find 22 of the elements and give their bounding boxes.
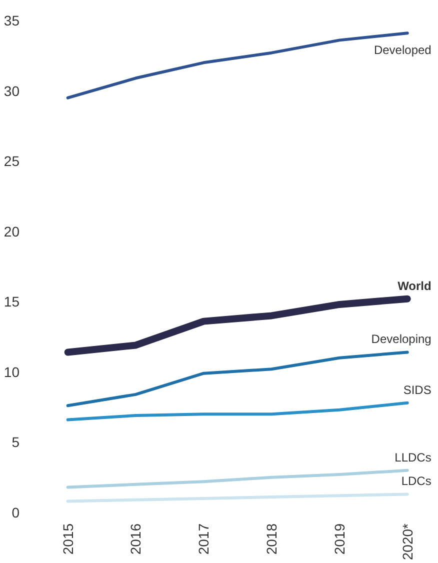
series-label: World	[398, 278, 432, 293]
series-label: Developing	[371, 332, 432, 346]
x-tick-label: 2017	[196, 523, 212, 555]
series-label: Developed	[374, 43, 432, 58]
y-tick-label: 35	[4, 12, 20, 28]
line-series	[66, 492, 409, 503]
y-tick-label: 15	[4, 294, 20, 310]
x-tick-label: 2019	[331, 523, 348, 555]
line-series	[66, 401, 409, 422]
series-label: SIDS	[403, 382, 432, 397]
y-tick-label: 30	[4, 82, 20, 99]
y-tick-label: 0	[12, 504, 20, 520]
x-tick-label: 2020*	[399, 522, 416, 560]
x-tick-label: 2018	[264, 523, 280, 555]
y-tick-label: 25	[4, 153, 20, 170]
series-label: LDCs	[401, 474, 432, 488]
series-label: LLDCs	[394, 450, 432, 464]
y-tick-label: 5	[12, 434, 20, 450]
x-tick-label: 2015	[60, 523, 76, 555]
y-tick-label: 10	[4, 364, 20, 380]
x-tick-label: 2016	[128, 523, 144, 555]
y-tick-label: 20	[4, 223, 20, 240]
